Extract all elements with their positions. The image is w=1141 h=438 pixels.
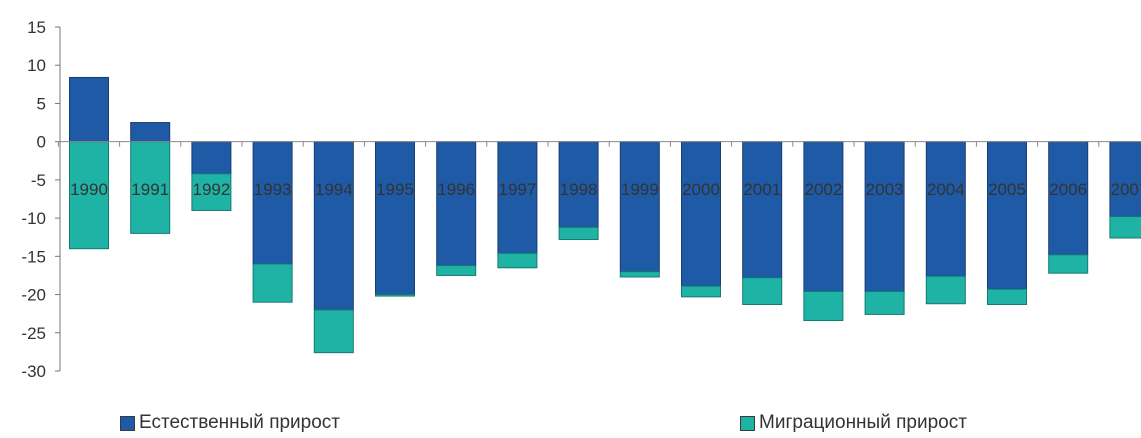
x-tick-label-1991: 1991 <box>131 180 169 199</box>
x-tick-label-2003: 2003 <box>866 180 904 199</box>
bar-migration-2004 <box>925 275 966 305</box>
legend-swatch-migration <box>740 415 755 431</box>
y-tick-label: 15 <box>27 18 46 37</box>
y-axis: 15 10 5 0 -5 -10 -15 -20 -25 -30 <box>21 18 1141 381</box>
bar-migration-1991 <box>130 141 171 234</box>
bar-natural-2005 <box>987 141 1027 290</box>
bar-natural-2003 <box>864 141 905 292</box>
bar-migration-2006 <box>1048 254 1089 274</box>
x-tick-label-1996: 1996 <box>437 180 475 199</box>
y-tick-label: 0 <box>37 133 46 152</box>
bar-migration-2000 <box>681 285 721 298</box>
bar-natural-2000 <box>681 141 721 287</box>
bar-natural-1996 <box>436 141 477 267</box>
x-axis-labels: 1990 1991 1992 1993 1994 1995 1996 1997 1998 1999… <box>70 180 1141 199</box>
bar-natural-1994 <box>313 141 354 311</box>
bar-migration-1992 <box>191 173 232 211</box>
bar-migration-1993 <box>252 263 293 303</box>
legend-label-migration: Миграционный прирост <box>759 412 967 433</box>
bar-natural-1991 <box>130 122 171 143</box>
bar-migration-1997 <box>497 252 538 269</box>
legend-item-migration: Миграционный прирост <box>740 412 967 434</box>
x-tick-label-2000: 2000 <box>682 180 720 199</box>
bar-natural-1999 <box>619 141 660 273</box>
bar-natural-1995 <box>375 141 415 296</box>
legend-swatch-natural <box>120 415 135 431</box>
y-tick-label: -25 <box>21 324 46 343</box>
x-tick-label-2002: 2002 <box>804 180 842 199</box>
bar-natural-2006 <box>1048 141 1089 256</box>
bar-natural-2004 <box>925 141 966 277</box>
bar-natural-2001 <box>742 141 783 279</box>
bar-migration-1994 <box>313 309 354 354</box>
y-tick-label: -30 <box>21 362 46 381</box>
bar-natural-1990 <box>69 76 109 143</box>
y-tick-label: 5 <box>37 94 46 113</box>
x-tick-label-1998: 1998 <box>560 180 598 199</box>
bar-migration-1996 <box>436 265 477 276</box>
y-tick-label: -10 <box>21 209 46 228</box>
legend-item-natural: Естественный прирост <box>120 412 340 434</box>
bar-natural-2002 <box>803 141 844 292</box>
x-tick-label-1997: 1997 <box>498 180 536 199</box>
x-tick-label-2007: 2007 <box>1110 180 1141 199</box>
bar-migration-1995 <box>375 294 415 297</box>
chart: 15 10 5 0 -5 -10 -15 -20 -25 -30 1990 1991 1992 1993… <box>21 18 1141 381</box>
bar-migration-2002 <box>803 290 844 322</box>
bar-migration-1990 <box>69 141 109 250</box>
bar-natural-1997 <box>497 141 538 254</box>
x-tick-label-1994: 1994 <box>315 180 353 199</box>
bar-natural-1992 <box>191 141 232 175</box>
bar-migration-2001 <box>742 277 783 305</box>
x-tick-label-1999: 1999 <box>621 180 659 199</box>
x-tick-label-2006: 2006 <box>1049 180 1087 199</box>
x-tick-label-2004: 2004 <box>927 180 965 199</box>
x-tick-label-2005: 2005 <box>988 180 1026 199</box>
x-tick-label-1995: 1995 <box>376 180 414 199</box>
bar-migration-2003 <box>864 290 905 315</box>
y-tick-label: -20 <box>21 286 46 305</box>
y-tick-label: 10 <box>27 56 46 75</box>
x-tick-label-2001: 2001 <box>743 180 781 199</box>
y-tick-label: -15 <box>21 247 46 266</box>
bar-migration-1999 <box>619 271 660 278</box>
bar-migration-2005 <box>987 288 1027 305</box>
legend-label-natural: Естественный прирост <box>139 412 341 433</box>
x-tick-label-1990: 1990 <box>70 180 108 199</box>
y-tick-label: -5 <box>31 171 46 190</box>
bar-migration-2007 <box>1109 216 1141 239</box>
x-tick-label-1992: 1992 <box>192 180 230 199</box>
bar-natural-1993 <box>252 141 293 265</box>
x-tick-label-1993: 1993 <box>254 180 292 199</box>
bars-group <box>69 76 1141 354</box>
bar-migration-1998 <box>558 226 599 241</box>
chart-svg: 15 10 5 0 -5 -10 -15 -20 -25 -30 1990 1991 1992 1993… <box>21 18 1141 381</box>
